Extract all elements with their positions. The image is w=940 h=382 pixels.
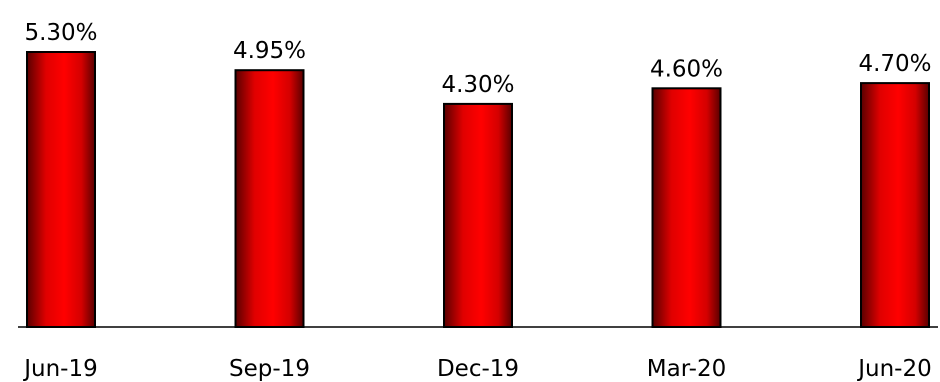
x-tick-label-dec-19: Dec-19: [437, 356, 519, 382]
bar-sep-19: [234, 69, 305, 328]
data-label-mar-20: 4.60%: [650, 56, 723, 82]
data-label-jun-20: 4.70%: [858, 51, 931, 77]
bar-jun-19: [26, 51, 96, 328]
data-label-jun-19: 5.30%: [24, 20, 97, 46]
bar-mar-20: [651, 87, 722, 328]
x-tick-label-mar-20: Mar-20: [647, 356, 727, 382]
bar-dec-19: [443, 102, 513, 329]
data-labels: 5.30% 4.95% 4.30% 4.60% 4.70%: [24, 20, 931, 98]
x-tick-labels: Jun-19 Sep-19 Dec-19 Mar-20 Jun-20: [22, 356, 932, 382]
bars: [26, 51, 930, 329]
x-tick-label-jun-19: Jun-19: [22, 356, 98, 382]
x-tick-label-sep-19: Sep-19: [229, 356, 310, 382]
bar-jun-20: [860, 82, 930, 328]
data-label-sep-19: 4.95%: [233, 38, 306, 64]
x-tick-label-jun-20: Jun-20: [856, 356, 932, 382]
data-label-dec-19: 4.30%: [441, 72, 514, 98]
